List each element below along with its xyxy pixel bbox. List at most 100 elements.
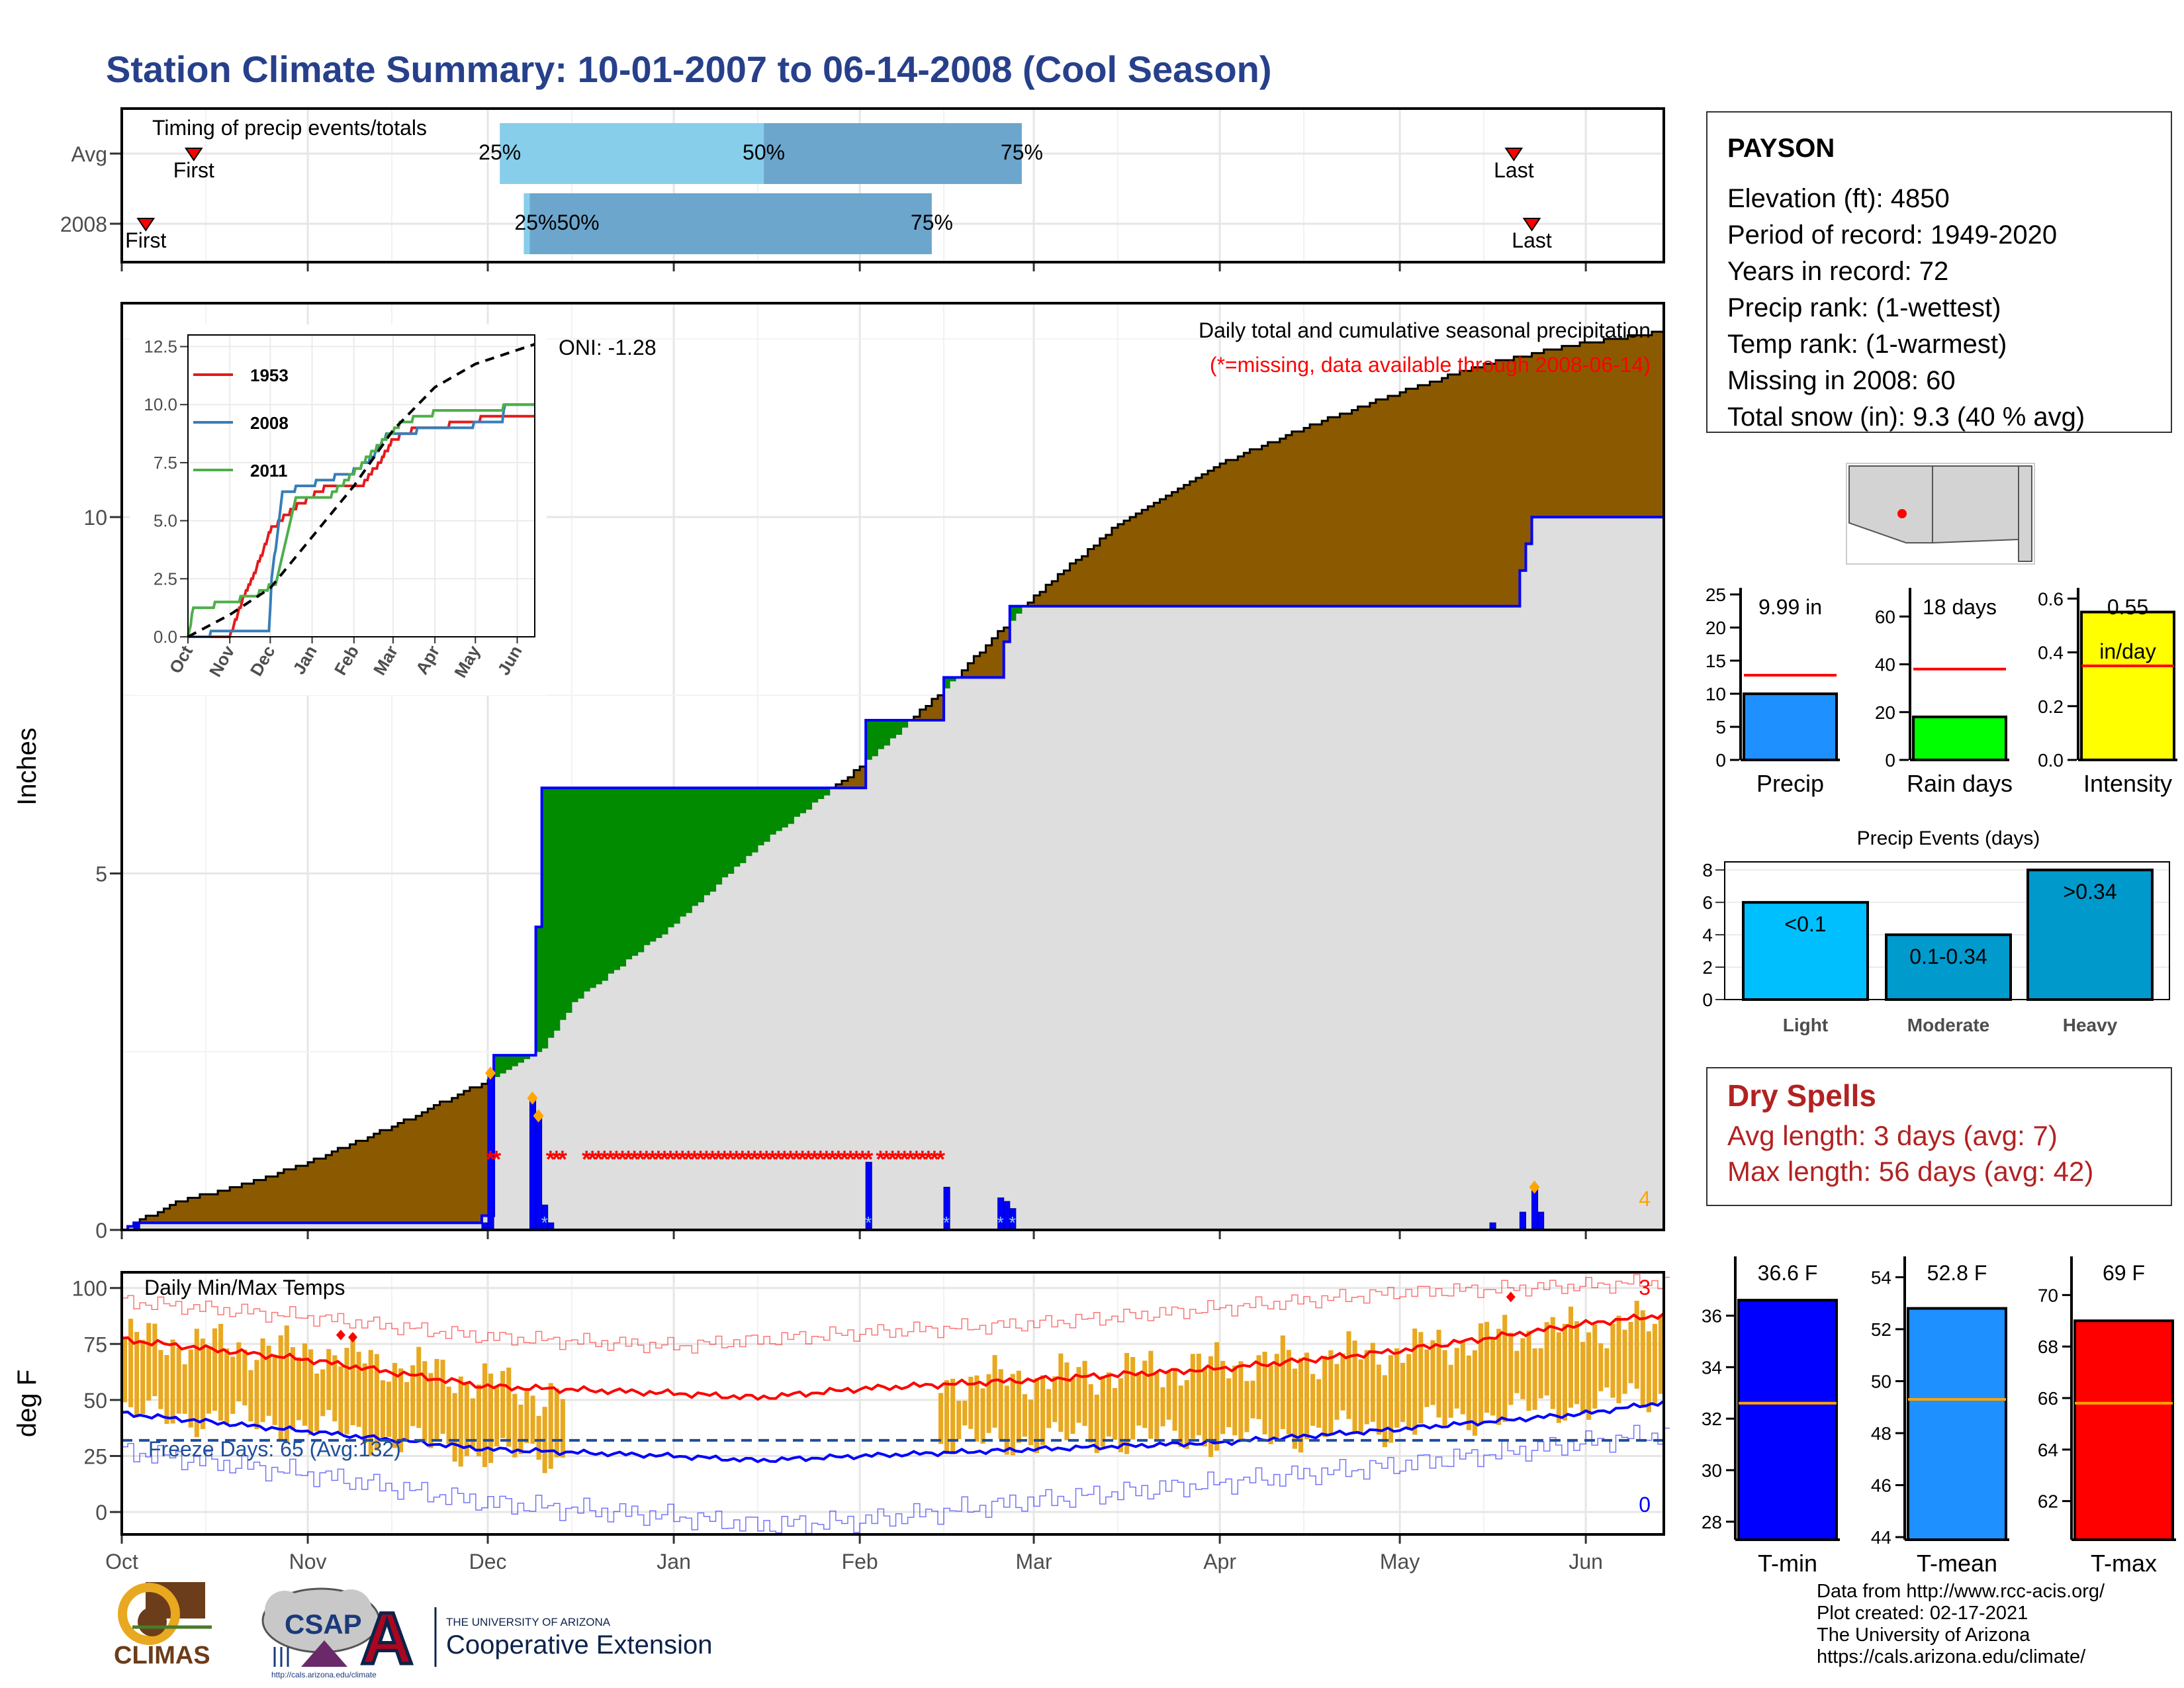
missing-marker: * bbox=[924, 1146, 933, 1173]
daily-temp-bar bbox=[1232, 1366, 1238, 1436]
daily-temp-bar bbox=[290, 1347, 295, 1430]
daily-temp-bar bbox=[476, 1384, 481, 1457]
temp-summary-bar-t-min bbox=[1737, 1299, 1838, 1542]
daily-temp-bar bbox=[1652, 1323, 1657, 1403]
daily-temp-bar bbox=[1196, 1353, 1201, 1436]
daily-temp-bar bbox=[260, 1338, 265, 1423]
missing-marker: * bbox=[750, 1146, 759, 1173]
snow-marker bbox=[485, 1066, 496, 1080]
daily-temp-bar bbox=[518, 1404, 523, 1454]
daily-temp-bar bbox=[1382, 1375, 1387, 1448]
events-category-label: Moderate bbox=[1907, 1015, 1989, 1035]
missing-marker: * bbox=[707, 1146, 717, 1173]
trace-marker: * bbox=[943, 1213, 950, 1233]
summary-y-tick: 60 bbox=[1875, 606, 1895, 627]
timing-marker bbox=[1522, 218, 1541, 232]
dry-spells-box: Dry Spells Avg length: 3 days (avg: 7) M… bbox=[1706, 1067, 2172, 1206]
daily-temp-bar bbox=[338, 1366, 343, 1435]
credit-data-source: Data from http://www.rcc-acis.org/ bbox=[1817, 1581, 2105, 1602]
missing-marker: * bbox=[768, 1146, 777, 1173]
precip-y-tick: 0 bbox=[95, 1219, 107, 1243]
daily-temp-bar bbox=[254, 1360, 259, 1430]
events-y-tick: 6 bbox=[1702, 892, 1713, 913]
missing-marker: * bbox=[492, 1146, 501, 1173]
timing-pct-label: 25% bbox=[478, 140, 521, 164]
temp-summary-y-tick: 32 bbox=[1702, 1409, 1722, 1429]
precip-subtitle: (*=missing, data available through 2008-… bbox=[1210, 353, 1651, 377]
daily-temp-bar bbox=[1046, 1389, 1052, 1429]
daily-temp-bar bbox=[1262, 1351, 1267, 1434]
daily-temp-bar bbox=[404, 1382, 410, 1440]
missing-marker: * bbox=[912, 1146, 921, 1173]
daily-temp-bar bbox=[464, 1382, 469, 1456]
daily-temp-bar bbox=[950, 1378, 956, 1454]
missing-marker: * bbox=[834, 1146, 843, 1173]
precip-y-tick: 10 bbox=[83, 506, 107, 530]
observed-cumulative-line bbox=[122, 516, 1664, 1231]
missing-marker: * bbox=[738, 1146, 747, 1173]
daily-temp-bar bbox=[1316, 1379, 1322, 1428]
daily-temp-bar bbox=[230, 1356, 236, 1414]
daily-temp-bar bbox=[308, 1349, 314, 1436]
missing-marker: * bbox=[858, 1146, 867, 1173]
timing-frame bbox=[120, 107, 1665, 263]
daily-temp-bar bbox=[1562, 1323, 1567, 1421]
credit-university: The University of Arizona bbox=[1817, 1624, 2030, 1646]
events-category-label: Light bbox=[1783, 1015, 1828, 1035]
daily-temp-bar bbox=[152, 1323, 158, 1397]
daily-temp-bar bbox=[200, 1338, 205, 1429]
daily-temp-bar bbox=[1508, 1333, 1514, 1405]
daily-temp-bar bbox=[1202, 1368, 1207, 1447]
missing-marker: * bbox=[582, 1146, 591, 1173]
daily-temp-bar bbox=[326, 1349, 332, 1411]
missing-marker: * bbox=[744, 1146, 753, 1173]
daily-temp-bar bbox=[1544, 1322, 1549, 1396]
temp-summary-y-tick: 54 bbox=[1871, 1267, 1891, 1288]
summary-category-label: Precip bbox=[1756, 770, 1824, 797]
daily-temp-bar bbox=[350, 1333, 355, 1425]
daily-precip-bar bbox=[1531, 1186, 1539, 1231]
temp-summary-category-label: T-min bbox=[1758, 1550, 1817, 1577]
missing-marker: * bbox=[930, 1146, 939, 1173]
temp-summary-category-label: T-max bbox=[2091, 1550, 2157, 1577]
daily-temp-bar bbox=[1658, 1315, 1663, 1394]
snow-marker bbox=[527, 1091, 538, 1105]
csap-logo: CSAP http://cals.arizona.edu/climate bbox=[261, 1587, 381, 1679]
daily-temp-bar bbox=[1598, 1343, 1604, 1391]
temp-summary-y-tick: 70 bbox=[2038, 1285, 2058, 1305]
temp-summary-y-tick: 52 bbox=[1871, 1319, 1891, 1340]
daily-temp-bar bbox=[398, 1368, 404, 1452]
missing-marker: * bbox=[684, 1146, 693, 1173]
temp-summary-y-tick: 28 bbox=[1702, 1512, 1722, 1532]
missing-marker: * bbox=[654, 1146, 663, 1173]
temps-x-tick: Feb bbox=[842, 1550, 878, 1573]
missing-marker: * bbox=[660, 1146, 669, 1173]
daily-temp-bar bbox=[1100, 1376, 1105, 1447]
daily-temp-bar bbox=[1376, 1364, 1381, 1435]
temp-summary-category-label: T-mean bbox=[1917, 1550, 1997, 1577]
temps-y-tick: 100 bbox=[72, 1277, 107, 1301]
temps-x-tick: Jun bbox=[1569, 1550, 1603, 1573]
daily-temp-bar bbox=[1430, 1340, 1435, 1405]
daily-temp-bar bbox=[206, 1346, 211, 1414]
timing-marker-label: Last bbox=[1494, 158, 1534, 182]
temp-summary-value-label: 69 F bbox=[2103, 1261, 2145, 1285]
daily-temp-bar bbox=[1352, 1340, 1357, 1434]
daily-temp-bar bbox=[1592, 1324, 1598, 1409]
record-min-line bbox=[122, 1425, 1670, 1534]
daily-temp-bar bbox=[512, 1393, 518, 1458]
record-max-line bbox=[122, 1274, 1670, 1354]
daily-temp-bar bbox=[242, 1349, 248, 1406]
timing-pct-label: 75% bbox=[1001, 140, 1043, 164]
daily-temp-bar bbox=[212, 1328, 218, 1411]
daily-temp-bar bbox=[302, 1343, 308, 1426]
daily-temp-bar bbox=[1130, 1356, 1136, 1440]
missing-marker: * bbox=[648, 1146, 657, 1173]
daily-temp-bar bbox=[1220, 1360, 1226, 1434]
credit-plot-date: Plot created: 02-17-2021 bbox=[1817, 1603, 2028, 1624]
daily-temp-bar bbox=[188, 1349, 193, 1428]
daily-temp-bar bbox=[938, 1393, 944, 1444]
daily-temp-bar bbox=[1154, 1372, 1160, 1439]
missing-marker: * bbox=[762, 1146, 771, 1173]
daily-temp-bar bbox=[962, 1400, 968, 1426]
